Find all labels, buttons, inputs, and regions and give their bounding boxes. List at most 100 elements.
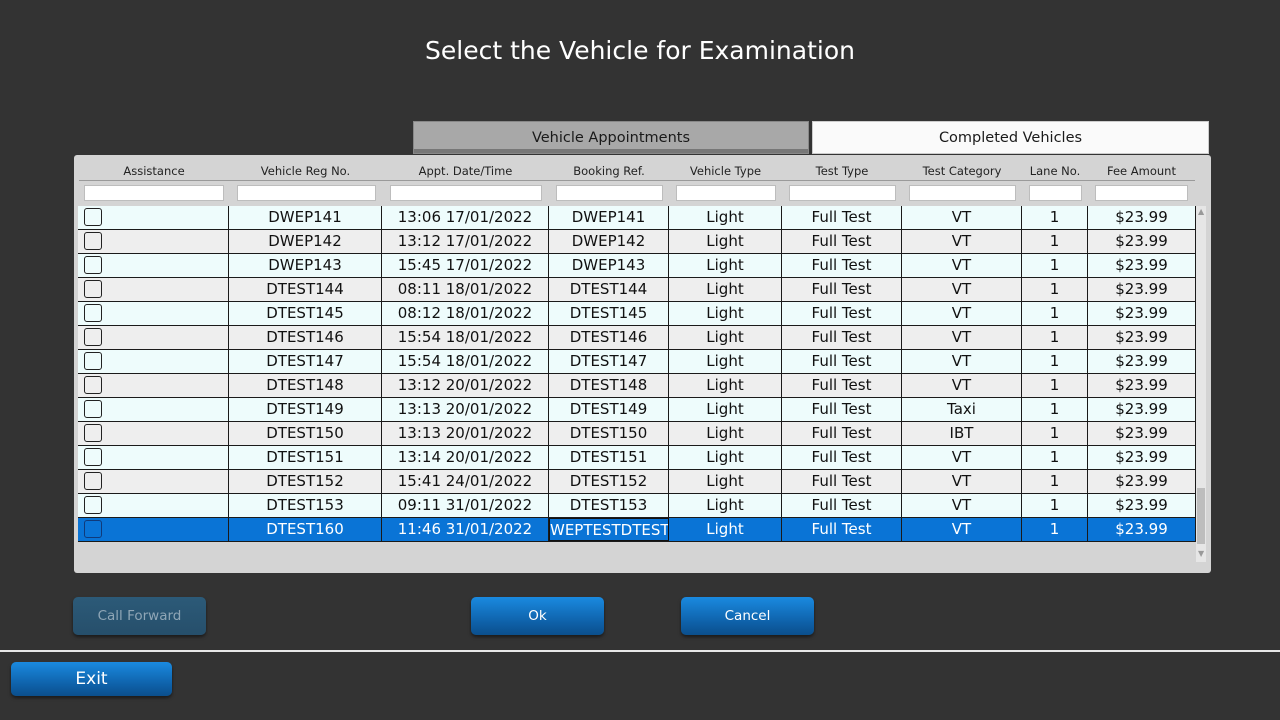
table-row[interactable]: DTEST150 13:13 20/01/2022 DTEST150 Light Ful… xyxy=(78,422,1196,446)
filter-input-vehicle-type[interactable] xyxy=(676,185,776,201)
filter-input-assistance[interactable] xyxy=(84,185,224,201)
assistance-checkbox[interactable] xyxy=(84,424,102,442)
call-forward-button[interactable]: Call Forward xyxy=(73,597,206,635)
cell-appt-datetime: 11:46 31/01/2022 xyxy=(382,518,549,541)
assistance-checkbox[interactable] xyxy=(84,232,102,250)
column-header-vehicle-type[interactable]: Vehicle Type xyxy=(689,164,762,178)
cell-booking-ref: DWEP142 xyxy=(549,230,669,253)
column-header-appt-datetime[interactable]: Appt. Date/Time xyxy=(418,164,513,178)
assistance-checkbox[interactable] xyxy=(84,376,102,394)
assistance-checkbox[interactable] xyxy=(84,472,102,490)
filter-input-appt-datetime[interactable] xyxy=(390,185,542,201)
assistance-checkbox[interactable] xyxy=(84,280,102,298)
table-row[interactable]: DTEST145 08:12 18/01/2022 DTEST145 Light Ful… xyxy=(78,302,1196,326)
cell-fee-amount: $23.99 xyxy=(1088,350,1196,373)
cell-assistance xyxy=(78,470,229,493)
cell-reg-no: DWEP142 xyxy=(229,230,382,253)
column-header-test-category[interactable]: Test Category xyxy=(922,164,1002,178)
footer-divider xyxy=(0,650,1280,652)
table-row[interactable]: DTEST144 08:11 18/01/2022 DTEST144 Light Ful… xyxy=(78,278,1196,302)
scroll-up-icon[interactable]: ▲ xyxy=(1198,207,1205,216)
cell-vehicle-type: Light xyxy=(669,326,782,349)
table-row[interactable]: DWEP143 15:45 17/01/2022 DWEP143 Light Full … xyxy=(78,254,1196,278)
cell-appt-datetime: 15:54 18/01/2022 xyxy=(382,326,549,349)
assistance-checkbox[interactable] xyxy=(84,256,102,274)
cell-test-category: VT xyxy=(902,278,1022,301)
assistance-checkbox[interactable] xyxy=(84,496,102,514)
assistance-checkbox[interactable] xyxy=(84,328,102,346)
cell-vehicle-type: Light xyxy=(669,278,782,301)
cell-vehicle-type: Light xyxy=(669,350,782,373)
cell-fee-amount: $23.99 xyxy=(1088,494,1196,517)
filter-input-fee-amount[interactable] xyxy=(1095,185,1188,201)
scrollbar-thumb[interactable] xyxy=(1197,488,1205,544)
cell-reg-no: DTEST147 xyxy=(229,350,382,373)
filter-input-reg-no[interactable] xyxy=(237,185,376,201)
table-row[interactable]: DTEST151 13:14 20/01/2022 DTEST151 Light Ful… xyxy=(78,446,1196,470)
tab-completed-vehicles[interactable]: Completed Vehicles xyxy=(812,121,1209,154)
cell-booking-ref: DWEP141 xyxy=(549,206,669,229)
filter-input-booking-ref[interactable] xyxy=(556,185,663,201)
table-row[interactable]: DTEST152 15:41 24/01/2022 DTEST152 Light Ful… xyxy=(78,470,1196,494)
cell-test-type: Full Test xyxy=(782,422,902,445)
cell-reg-no: DTEST151 xyxy=(229,446,382,469)
cell-test-type: Full Test xyxy=(782,302,902,325)
cell-fee-amount: $23.99 xyxy=(1088,278,1196,301)
column-header-reg-no[interactable]: Vehicle Reg No. xyxy=(260,164,351,178)
filter-input-test-category[interactable] xyxy=(909,185,1016,201)
cell-appt-datetime: 15:41 24/01/2022 xyxy=(382,470,549,493)
table-row[interactable]: DTEST146 15:54 18/01/2022 DTEST146 Light Ful… xyxy=(78,326,1196,350)
cell-test-category: VT xyxy=(902,470,1022,493)
cell-lane-no: 1 xyxy=(1022,494,1088,517)
cell-vehicle-type: Light xyxy=(669,206,782,229)
cell-reg-no: DTEST153 xyxy=(229,494,382,517)
cell-appt-datetime: 13:06 17/01/2022 xyxy=(382,206,549,229)
table-row[interactable]: DTEST148 13:12 20/01/2022 DTEST148 Light Ful… xyxy=(78,374,1196,398)
cell-test-category: VT xyxy=(902,494,1022,517)
cancel-button[interactable]: Cancel xyxy=(681,597,814,635)
cell-fee-amount: $23.99 xyxy=(1088,374,1196,397)
table-row[interactable]: DWEP142 13:12 17/01/2022 DWEP142 Light Full … xyxy=(78,230,1196,254)
table-row[interactable]: DTEST160 11:46 31/01/2022 WEPTESTDTEST Ligh… xyxy=(78,518,1196,542)
cell-appt-datetime: 13:13 20/01/2022 xyxy=(382,422,549,445)
cell-fee-amount: $23.99 xyxy=(1088,326,1196,349)
column-header-lane-no[interactable]: Lane No. xyxy=(1029,164,1081,178)
assistance-checkbox[interactable] xyxy=(84,304,102,322)
cell-appt-datetime: 13:12 17/01/2022 xyxy=(382,230,549,253)
vertical-scrollbar[interactable]: ▲ ▼ xyxy=(1196,206,1206,562)
table-row[interactable]: DTEST153 09:11 31/01/2022 DTEST153 Light Ful… xyxy=(78,494,1196,518)
cell-appt-datetime: 13:14 20/01/2022 xyxy=(382,446,549,469)
cell-vehicle-type: Light xyxy=(669,254,782,277)
cell-booking-ref: DTEST151 xyxy=(549,446,669,469)
exit-button[interactable]: Exit xyxy=(11,662,172,696)
cell-reg-no: DWEP143 xyxy=(229,254,382,277)
cell-fee-amount: $23.99 xyxy=(1088,398,1196,421)
column-header-assistance[interactable]: Assistance xyxy=(123,164,185,178)
table-row[interactable]: DTEST147 15:54 18/01/2022 DTEST147 Light Ful… xyxy=(78,350,1196,374)
table-row[interactable]: DTEST149 13:13 20/01/2022 DTEST149 Light Ful… xyxy=(78,398,1196,422)
column-header-fee-amount[interactable]: Fee Amount xyxy=(1107,164,1176,178)
assistance-checkbox[interactable] xyxy=(84,400,102,418)
column-header-booking-ref[interactable]: Booking Ref. xyxy=(573,164,645,178)
assistance-checkbox[interactable] xyxy=(84,352,102,370)
filter-input-test-type[interactable] xyxy=(789,185,896,201)
cell-booking-ref: DTEST152 xyxy=(549,470,669,493)
tab-vehicle-appointments[interactable]: Vehicle Appointments xyxy=(413,121,809,154)
cell-booking-ref: DTEST149 xyxy=(549,398,669,421)
column-header-test-type[interactable]: Test Type xyxy=(815,164,869,178)
cell-test-category: VT xyxy=(902,230,1022,253)
cell-lane-no: 1 xyxy=(1022,422,1088,445)
cell-lane-no: 1 xyxy=(1022,350,1088,373)
filter-input-lane-no[interactable] xyxy=(1029,185,1082,201)
cell-booking-ref: DTEST148 xyxy=(549,374,669,397)
ok-button[interactable]: Ok xyxy=(471,597,604,635)
assistance-checkbox[interactable] xyxy=(84,520,102,538)
table-row[interactable]: DWEP141 13:06 17/01/2022 DWEP141 Light Full … xyxy=(78,206,1196,230)
assistance-checkbox[interactable] xyxy=(84,448,102,466)
cell-test-category: VT xyxy=(902,254,1022,277)
assistance-checkbox[interactable] xyxy=(84,208,102,226)
cell-appt-datetime: 15:45 17/01/2022 xyxy=(382,254,549,277)
cell-lane-no: 1 xyxy=(1022,374,1088,397)
scroll-down-icon[interactable]: ▼ xyxy=(1198,549,1205,558)
cell-lane-no: 1 xyxy=(1022,518,1088,541)
